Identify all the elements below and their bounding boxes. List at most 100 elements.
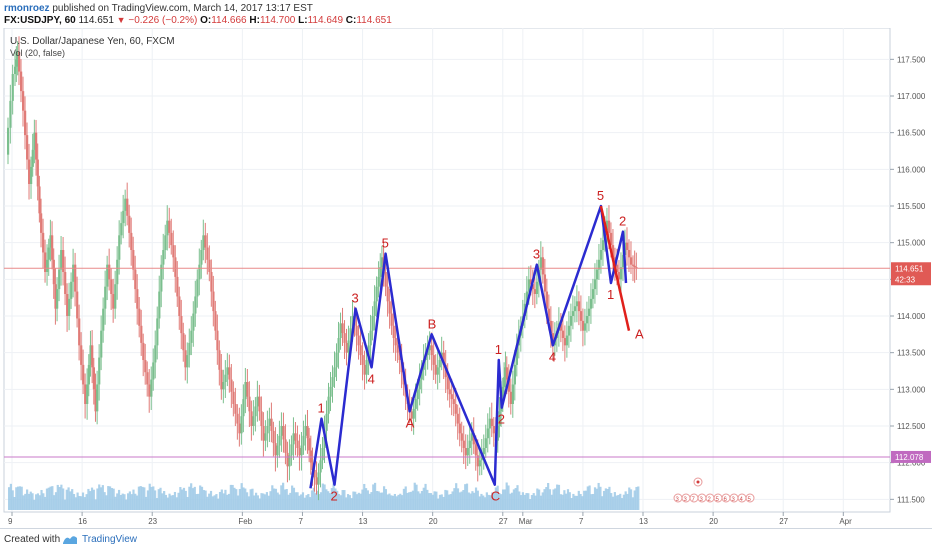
volume-bar <box>238 488 241 510</box>
volume-bar <box>94 499 97 510</box>
volume-bar <box>480 493 483 510</box>
volume-bar <box>419 493 422 510</box>
candle-body <box>92 367 95 390</box>
volume-bar <box>575 495 579 510</box>
volume-bar <box>415 484 418 510</box>
candle-body <box>178 296 181 316</box>
candle-body <box>416 389 419 400</box>
candle-body <box>162 250 165 265</box>
candle-body <box>625 242 629 250</box>
volume-bar <box>27 493 31 510</box>
event-marker-label: 7 <box>692 497 696 503</box>
volume-bar <box>146 490 150 510</box>
candle-body <box>430 345 433 356</box>
candle-body <box>276 445 279 456</box>
y-tick-label: 115.000 <box>897 239 926 248</box>
candle-body <box>442 352 445 365</box>
volume-bar <box>44 496 47 510</box>
volume-bar <box>456 488 460 510</box>
price-label-box <box>891 273 931 286</box>
volume-bar <box>615 495 618 510</box>
volume-bar <box>604 488 607 510</box>
volume-bar <box>56 484 59 510</box>
volume-bar <box>310 490 314 510</box>
volume-bar <box>514 488 517 510</box>
volume-bar <box>139 486 142 510</box>
candle-body <box>355 325 358 336</box>
event-marker[interactable] <box>745 493 755 503</box>
event-marker-label: 5 <box>716 497 720 503</box>
volume-bar <box>343 490 346 510</box>
volume-bar <box>307 493 310 510</box>
candle-body <box>258 396 261 412</box>
volume-bar <box>401 495 404 510</box>
volume-bar <box>345 497 348 510</box>
candle-body <box>563 338 567 346</box>
price-chart[interactable]: 111.500 112.000 112.500 113.000 113.500 114.0… <box>0 28 932 528</box>
candle-body <box>635 267 638 269</box>
candle-body <box>462 440 465 448</box>
volume-bar <box>386 494 389 510</box>
candle-body <box>254 406 257 417</box>
volume-bar <box>71 489 74 510</box>
candle-body <box>86 384 89 404</box>
volume-bar <box>413 482 416 510</box>
volume-bar <box>107 486 110 510</box>
candle-body <box>58 269 61 290</box>
wave-label: 1 <box>317 401 324 416</box>
candle-body <box>98 357 101 385</box>
candle-body <box>501 386 504 397</box>
volume-bar <box>556 484 559 510</box>
price-label-text: 112.078 <box>895 453 924 462</box>
candle-body <box>611 245 615 258</box>
volume-bar <box>305 495 308 510</box>
candle-body <box>30 166 33 184</box>
candle-body <box>575 301 579 307</box>
candle-body <box>325 413 328 431</box>
candle-body <box>202 235 205 250</box>
volume-bar <box>476 490 479 510</box>
volume-bar <box>145 496 148 510</box>
candle-body <box>595 269 599 280</box>
volume-bar <box>298 495 301 510</box>
price-label-box <box>891 262 931 275</box>
low-value: 114.649 <box>307 15 343 26</box>
volume-bar <box>552 489 555 510</box>
author-name[interactable]: rmonroez <box>4 3 50 14</box>
candle-body <box>629 257 633 265</box>
candle-body <box>28 159 31 184</box>
volume-bar <box>610 493 613 510</box>
volume-bar <box>173 491 177 510</box>
tradingview-logo-icon <box>63 536 77 544</box>
volume-bar <box>108 486 112 510</box>
wave-label: 4 <box>549 349 556 364</box>
volume-bar <box>500 494 503 510</box>
plot-area[interactable] <box>3 28 891 513</box>
volume-bar <box>628 487 631 510</box>
volume-bar <box>209 490 213 510</box>
volume-bar <box>296 492 299 510</box>
candle-body <box>583 323 587 331</box>
candle-body <box>589 298 593 309</box>
wave-label: 2 <box>619 214 626 229</box>
candle-body <box>78 318 81 346</box>
volume-bar <box>516 485 519 510</box>
volume-bar <box>328 493 332 510</box>
volume-bar <box>81 492 85 510</box>
volume-bar <box>507 485 510 510</box>
candle-body <box>22 91 25 111</box>
impulse-wave-line[interactable] <box>309 204 628 489</box>
volume-bar <box>251 488 254 510</box>
volume-bar <box>166 497 169 510</box>
candle-body <box>331 377 334 387</box>
y-tick-label: 116.000 <box>897 165 926 174</box>
tradingview-brand[interactable]: TradingView <box>82 534 138 545</box>
volume-bar <box>462 490 465 510</box>
candle-body <box>110 279 113 294</box>
volume-bar <box>170 495 173 510</box>
y-tick-label: 115.500 <box>897 202 926 211</box>
volume-bar <box>442 496 445 510</box>
projection-wave-line[interactable] <box>599 205 631 331</box>
candle-body <box>87 364 90 385</box>
volume-bar <box>236 495 240 510</box>
